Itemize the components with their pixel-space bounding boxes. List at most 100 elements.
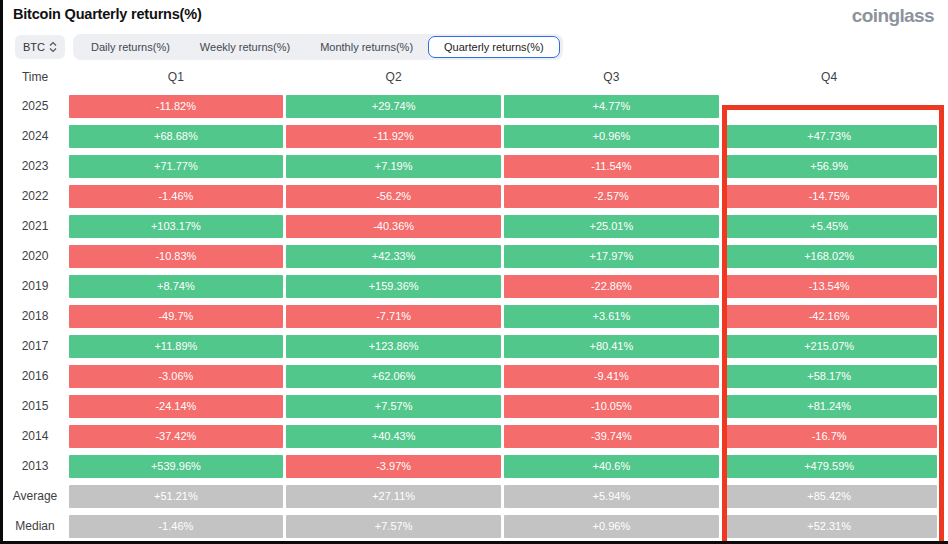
table-row-2018: 2018-49.7%-7.71%+3.61%-42.16%: [3, 301, 938, 331]
row-label: 2025: [3, 99, 67, 113]
column-header-q3: Q3: [504, 70, 719, 84]
table-row-2016: 2016-3.06%+62.06%-9.41%+58.17%: [3, 361, 938, 391]
return-cell: +168.02%: [722, 245, 937, 268]
table-body: 2025-11.82%+29.74%+4.77%2024+68.68%-11.9…: [3, 91, 938, 541]
return-cell: +7.57%: [286, 515, 501, 538]
table-row-2025: 2025-11.82%+29.74%+4.77%: [3, 91, 938, 121]
return-cell: +8.74%: [69, 275, 284, 298]
return-cell: +40.6%: [504, 455, 719, 478]
top-bar: Bitcoin Quarterly returns(%) coinglass: [3, 0, 948, 30]
column-header-q4: Q4: [722, 70, 937, 84]
return-cell: -14.75%: [722, 185, 937, 208]
row-label: 2021: [3, 219, 67, 233]
table-row-2023: 2023+71.77%+7.19%-11.54%+56.9%: [3, 151, 938, 181]
return-cell: +81.24%: [722, 395, 937, 418]
table-row-2024: 2024+68.68%-11.92%+0.96%+47.73%: [3, 121, 938, 151]
return-cell: -40.36%: [286, 215, 501, 238]
return-cell: +47.73%: [722, 125, 937, 148]
return-cell: [722, 95, 937, 118]
return-cell: +25.01%: [504, 215, 719, 238]
returns-table: TimeQ1Q2Q3Q4 2025-11.82%+29.74%+4.77%202…: [3, 63, 948, 541]
return-cell: +5.45%: [722, 215, 937, 238]
table-header-row: TimeQ1Q2Q3Q4: [3, 63, 938, 91]
return-cell: -11.92%: [286, 125, 501, 148]
row-label: 2018: [3, 309, 67, 323]
return-cell: +11.89%: [69, 335, 284, 358]
return-cell: -56.2%: [286, 185, 501, 208]
return-cell: -13.54%: [722, 275, 937, 298]
return-cell: +17.97%: [504, 245, 719, 268]
page-title: Bitcoin Quarterly returns(%): [13, 6, 202, 22]
asset-selector-label: BTC: [23, 41, 45, 53]
controls-row: BTC Daily returns(%) Weekly returns(%) M…: [15, 34, 948, 60]
return-cell: +42.33%: [286, 245, 501, 268]
row-label: 2016: [3, 369, 67, 383]
row-label: 2015: [3, 399, 67, 413]
return-cell: -42.16%: [722, 305, 937, 328]
table-row-median: Median-1.46%+7.57%+0.96%+52.31%: [3, 511, 938, 541]
return-cell: +29.74%: [286, 95, 501, 118]
row-label: Average: [3, 489, 67, 503]
table-row-2019: 2019+8.74%+159.36%-22.86%-13.54%: [3, 271, 938, 301]
return-cell: -11.54%: [504, 155, 719, 178]
table-row-average: Average+51.21%+27.11%+5.94%+85.42%: [3, 481, 938, 511]
return-cell: -3.06%: [69, 365, 284, 388]
return-cell: +4.77%: [504, 95, 719, 118]
returns-tab-group: Daily returns(%) Weekly returns(%) Month…: [73, 34, 563, 60]
row-label: 2023: [3, 159, 67, 173]
column-header-time: Time: [3, 70, 67, 84]
return-cell: +539.96%: [69, 455, 284, 478]
return-cell: -10.05%: [504, 395, 719, 418]
return-cell: +0.96%: [504, 125, 719, 148]
return-cell: -1.46%: [69, 515, 284, 538]
table-row-2013: 2013+539.96%-3.97%+40.6%+479.59%: [3, 451, 938, 481]
table-row-2015: 2015-24.14%+7.57%-10.05%+81.24%: [3, 391, 938, 421]
tab-weekly-returns[interactable]: Weekly returns(%): [185, 36, 305, 58]
return-cell: +5.94%: [504, 485, 719, 508]
return-cell: -11.82%: [69, 95, 284, 118]
tab-daily-returns[interactable]: Daily returns(%): [76, 36, 185, 58]
return-cell: +68.68%: [69, 125, 284, 148]
return-cell: -3.97%: [286, 455, 501, 478]
return-cell: +85.42%: [722, 485, 937, 508]
tab-quarterly-returns[interactable]: Quarterly returns(%): [428, 36, 560, 58]
return-cell: +0.96%: [504, 515, 719, 538]
return-cell: +27.11%: [286, 485, 501, 508]
return-cell: +7.19%: [286, 155, 501, 178]
return-cell: -37.42%: [69, 425, 284, 448]
row-label: 2013: [3, 459, 67, 473]
table-row-2014: 2014-37.42%+40.43%-39.74%-16.7%: [3, 421, 938, 451]
return-cell: +56.9%: [722, 155, 937, 178]
row-label: 2017: [3, 339, 67, 353]
tab-monthly-returns[interactable]: Monthly returns(%): [305, 36, 428, 58]
return-cell: -10.83%: [69, 245, 284, 268]
return-cell: -24.14%: [69, 395, 284, 418]
return-cell: +479.59%: [722, 455, 937, 478]
return-cell: -2.57%: [504, 185, 719, 208]
return-cell: +40.43%: [286, 425, 501, 448]
return-cell: +103.17%: [69, 215, 284, 238]
return-cell: +58.17%: [722, 365, 937, 388]
coinglass-returns-widget: Bitcoin Quarterly returns(%) coinglass B…: [0, 0, 948, 544]
column-header-q1: Q1: [69, 70, 284, 84]
row-label: 2024: [3, 129, 67, 143]
table-row-2020: 2020-10.83%+42.33%+17.97%+168.02%: [3, 241, 938, 271]
return-cell: -39.74%: [504, 425, 719, 448]
return-cell: +51.21%: [69, 485, 284, 508]
row-label: Median: [3, 519, 67, 533]
return-cell: -49.7%: [69, 305, 284, 328]
return-cell: -1.46%: [69, 185, 284, 208]
return-cell: +71.77%: [69, 155, 284, 178]
table-row-2017: 2017+11.89%+123.86%+80.41%+215.07%: [3, 331, 938, 361]
asset-selector[interactable]: BTC: [15, 35, 65, 59]
return-cell: +62.06%: [286, 365, 501, 388]
return-cell: +52.31%: [722, 515, 937, 538]
row-label: 2022: [3, 189, 67, 203]
row-label: 2019: [3, 279, 67, 293]
column-header-q2: Q2: [286, 70, 501, 84]
table-row-2021: 2021+103.17%-40.36%+25.01%+5.45%: [3, 211, 938, 241]
row-label: 2020: [3, 249, 67, 263]
coinglass-logo: coinglass: [852, 6, 934, 26]
return-cell: -9.41%: [504, 365, 719, 388]
return-cell: +7.57%: [286, 395, 501, 418]
